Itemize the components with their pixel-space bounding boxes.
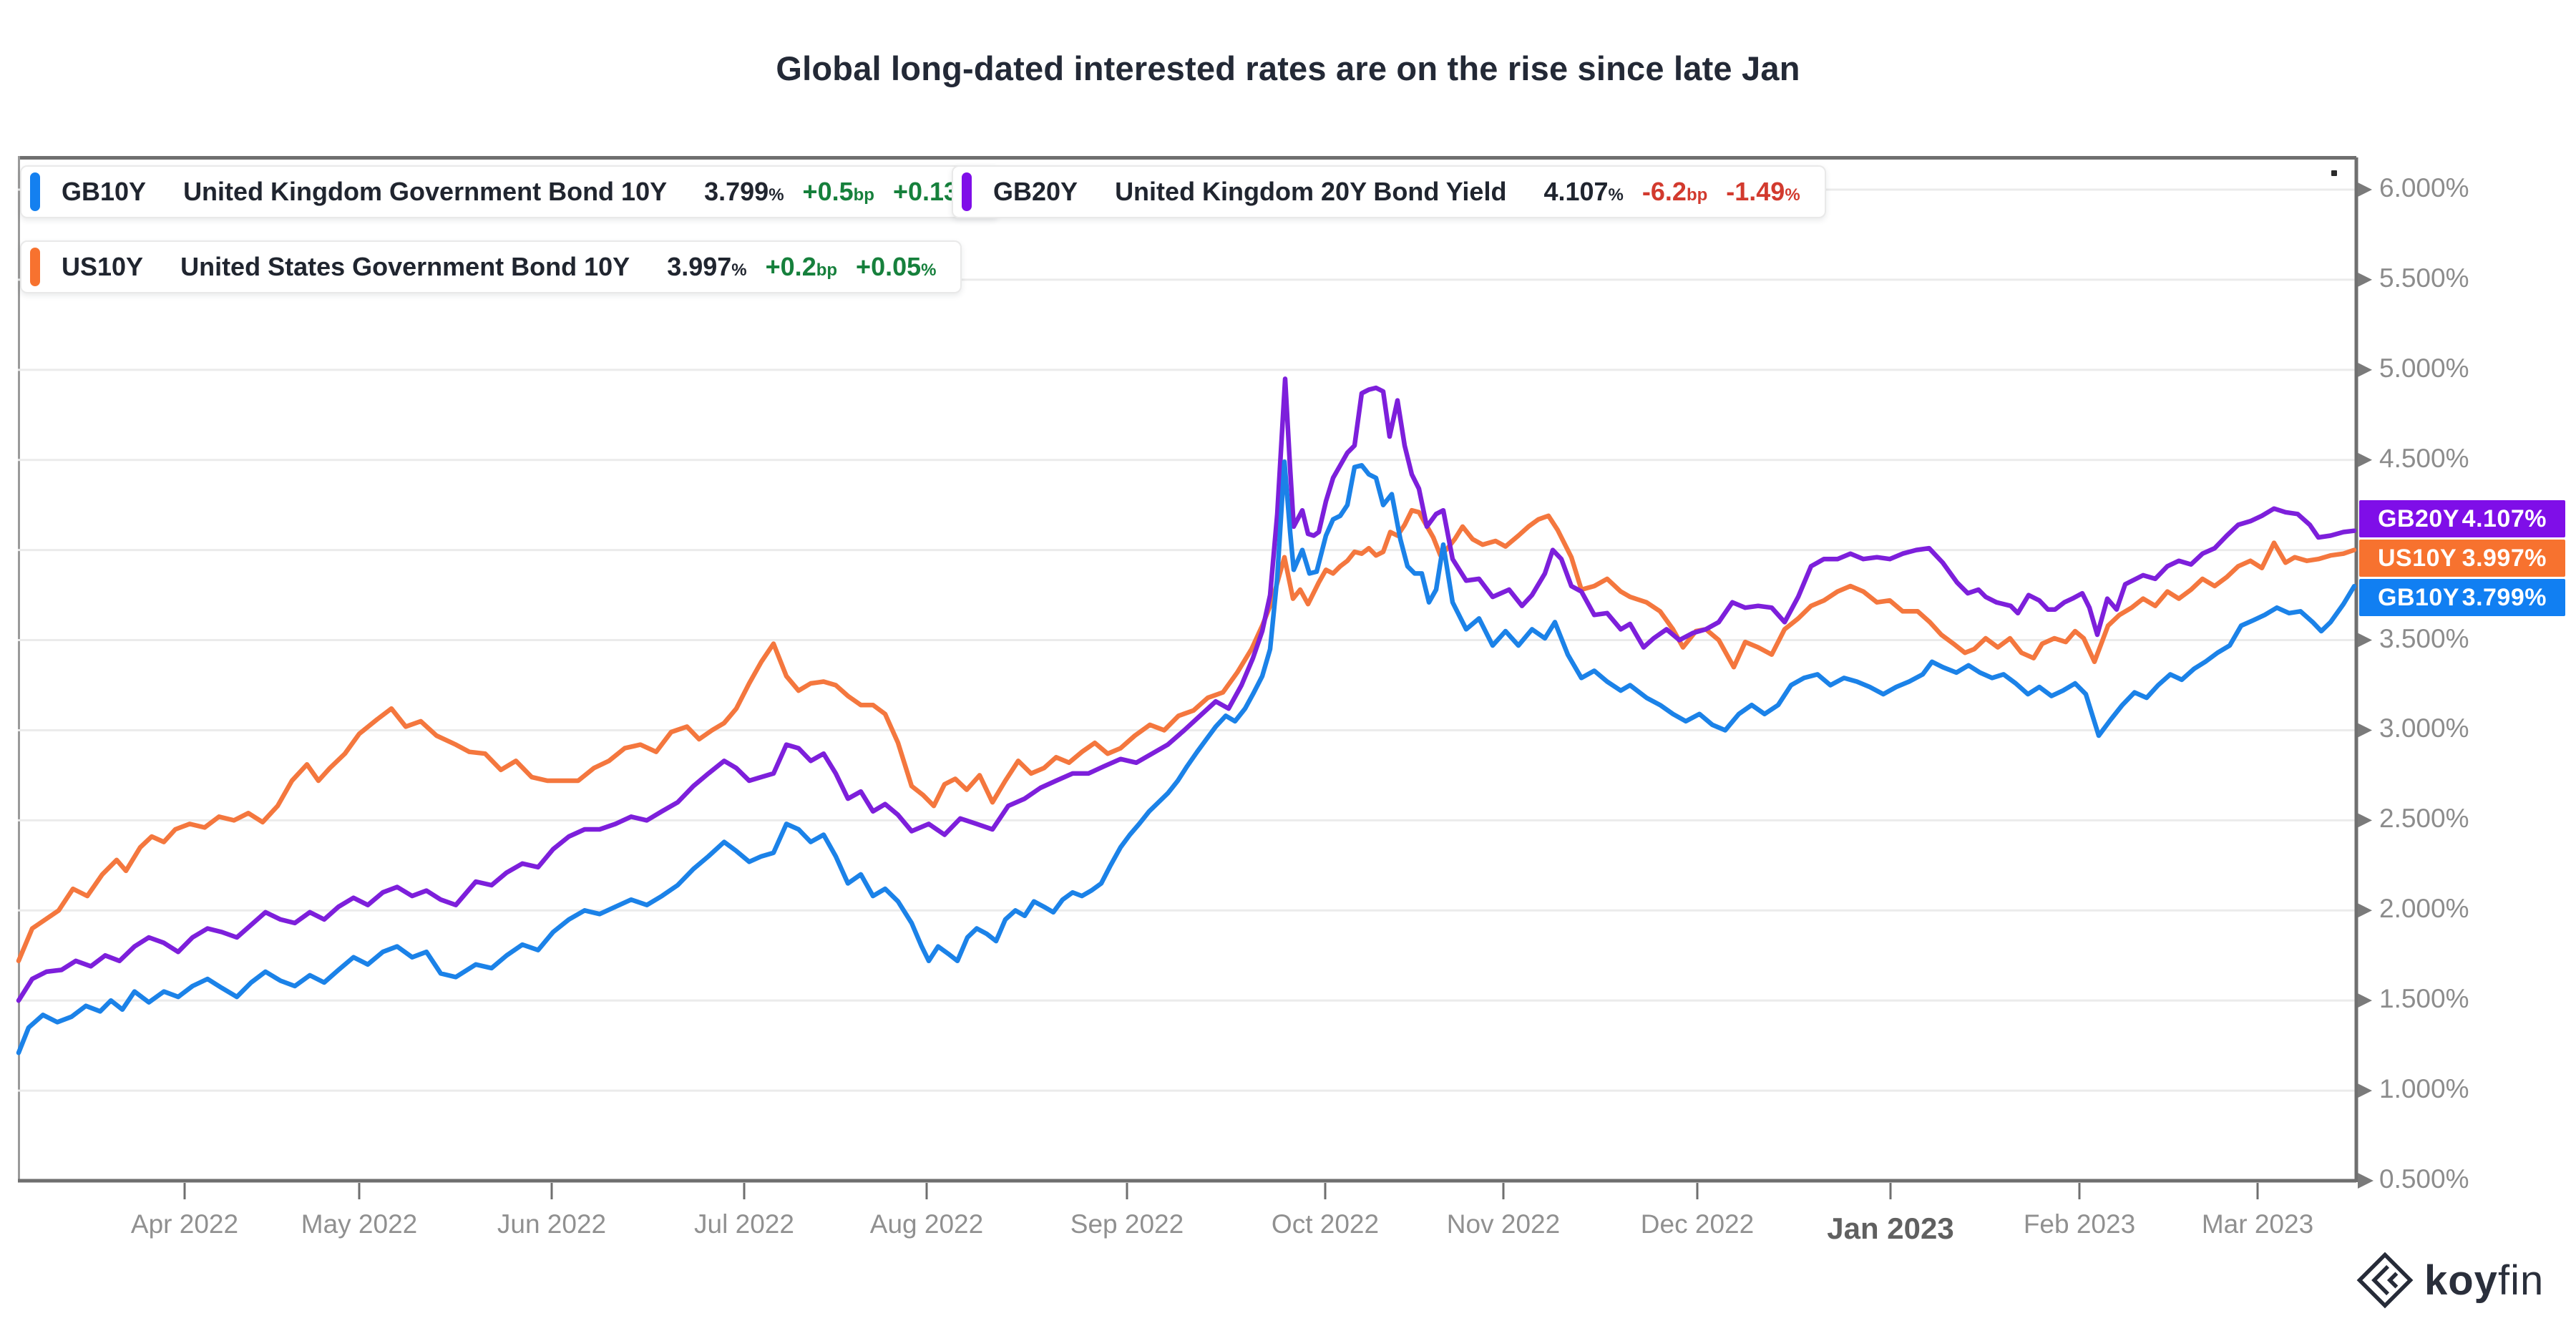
legend-item-us10y[interactable]: US10Y United States Government Bond 10Y … [20,240,962,293]
price-badge-gb20y[interactable]: GB20Y 4.107% [2359,500,2565,537]
y-tick-arrow-icon [2358,452,2372,467]
y-tick-arrow-icon [2358,1083,2372,1098]
legend-change-pct: +0.05% [856,252,937,281]
y-tick-arrow-icon [2358,903,2372,918]
y-axis-label: 5.000% [2379,353,2469,383]
x-axis-label: Dec 2022 [1640,1209,1755,1239]
y-tick-arrow-icon [2358,362,2372,377]
x-axis-label: Sep 2022 [1070,1209,1184,1239]
y-axis-label: 1.500% [2379,984,2469,1014]
series-color-bar-gb10y [30,172,40,211]
legend-name: United States Government Bond 10Y [180,252,630,281]
series-color-bar-gb20y [962,172,972,211]
x-axis-label: May 2022 [301,1209,418,1239]
series-line-gb20y[interactable] [16,376,2357,1003]
legend-name: United Kingdom 20Y Bond Yield [1115,177,1507,206]
x-axis-label: Apr 2022 [130,1209,239,1239]
y-axis-label: 3.500% [2379,623,2469,653]
legend-change-bp: -6.2bp [1641,177,1708,206]
x-axis-label: Jan 2023 [1827,1211,1954,1245]
koyfin-wordmark-fin: fin [2497,1257,2545,1304]
series-line-us10y[interactable] [16,507,2357,964]
y-axis-label: 6.000% [2379,173,2469,203]
legend-change-bp: +0.5bp [802,177,874,206]
legend-ticker: GB20Y [993,177,1078,206]
legend-ticker: US10Y [62,252,144,281]
plot-top-border [18,156,2356,160]
legend-value: 3.997% [667,252,747,281]
price-badge-gb10y[interactable]: GB10Y 3.799% [2359,579,2565,616]
price-badge-value: 4.107% [2462,504,2547,532]
price-badge-ticker: GB10Y [2378,583,2459,611]
y-tick-arrow-icon [2358,1174,2372,1188]
koyfin-logo: koyfin [2356,1251,2544,1310]
price-badge-value: 3.997% [2462,544,2547,572]
koyfin-diamond-icon [2356,1252,2414,1309]
y-axis-label: 2.000% [2379,894,2469,924]
y-tick-arrow-icon [2358,813,2372,828]
plot-left-border [18,156,20,1182]
y-tick-arrow-icon [2358,723,2372,738]
legend-change-bp: +0.2bp [765,252,838,281]
x-axis-label: Nov 2022 [1446,1209,1561,1239]
cursor-dot [2331,170,2337,176]
legend-name: United Kingdom Government Bond 10Y [183,177,668,206]
x-axis-label: Mar 2023 [2201,1209,2314,1239]
y-axis-label: 2.500% [2379,804,2469,834]
series-color-bar-us10y [30,248,40,286]
legend-change-pct: -1.49% [1726,177,1800,206]
price-badge-ticker: GB20Y [2378,504,2459,532]
series-line-gb10y[interactable] [16,459,2357,1055]
price-badge-ticker: US10Y [2378,544,2457,572]
x-axis-label: Oct 2022 [1271,1209,1380,1239]
price-badge-us10y[interactable]: US10Y 3.997% [2359,540,2565,577]
legend-value: 4.107% [1543,177,1624,206]
legend-item-gb20y[interactable]: GB20Y United Kingdom 20Y Bond Yield 4.10… [952,165,1826,218]
legend-item-gb10y[interactable]: GB10Y United Kingdom Government Bond 10Y… [20,165,1000,218]
y-axis-label: 4.500% [2379,443,2469,473]
y-tick-arrow-icon [2358,993,2372,1008]
y-tick-arrow-icon [2358,272,2372,287]
x-axis-label: Jun 2022 [497,1209,607,1239]
legend-ticker: GB10Y [62,177,147,206]
page-title: Global long-dated interested rates are o… [776,49,1800,87]
y-tick-arrow-icon [2358,182,2372,197]
y-tick-arrow-icon [2358,633,2372,648]
y-axis-label: 0.500% [2379,1164,2469,1194]
x-axis-label: Feb 2023 [2023,1209,2136,1239]
x-axis-label: Jul 2022 [694,1209,794,1239]
y-axis-label: 5.500% [2379,263,2469,293]
legend-value: 3.799% [704,177,784,206]
y-axis-label: 1.000% [2379,1074,2469,1104]
y-axis-label: 3.000% [2379,713,2469,743]
x-axis-label: Aug 2022 [869,1209,984,1239]
price-badge-value: 3.799% [2462,583,2547,611]
koyfin-wordmark: koyfin [2424,1257,2545,1304]
